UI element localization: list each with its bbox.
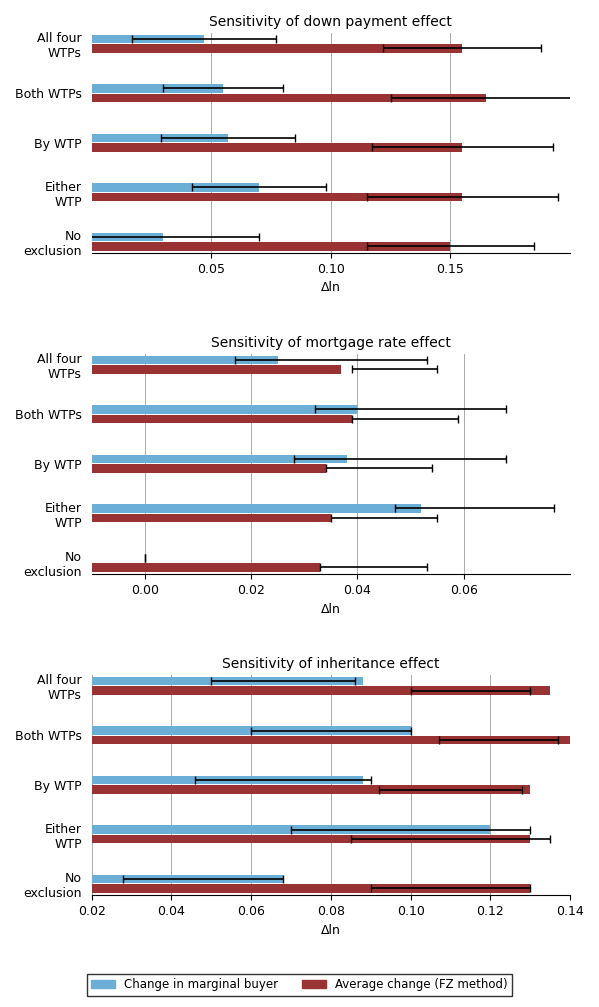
Title: Sensitivity of mortgage rate effect: Sensitivity of mortgage rate effect <box>211 336 451 350</box>
Bar <box>92 464 325 472</box>
Bar <box>92 44 462 52</box>
Bar <box>92 85 223 93</box>
Bar <box>92 835 530 843</box>
Bar <box>92 677 363 686</box>
Bar <box>92 355 278 365</box>
X-axis label: Δln: Δln <box>321 281 341 294</box>
Bar <box>92 366 341 374</box>
Bar <box>92 233 164 241</box>
Bar <box>92 563 320 572</box>
Bar <box>92 134 228 142</box>
Bar <box>92 514 331 523</box>
Bar <box>92 726 411 735</box>
Bar <box>92 826 491 834</box>
Bar <box>92 34 204 43</box>
Bar <box>92 884 530 893</box>
Bar <box>92 736 578 744</box>
Bar <box>92 143 462 152</box>
Bar <box>92 94 486 102</box>
Bar <box>92 875 283 883</box>
Bar <box>92 405 358 414</box>
X-axis label: Δln: Δln <box>321 602 341 615</box>
Bar <box>92 785 530 794</box>
Bar <box>92 183 259 191</box>
X-axis label: Δln: Δln <box>321 923 341 937</box>
Bar <box>92 415 352 423</box>
Bar <box>92 686 550 695</box>
Title: Sensitivity of down payment effect: Sensitivity of down payment effect <box>210 15 452 29</box>
Title: Sensitivity of inheritance effect: Sensitivity of inheritance effect <box>222 658 440 672</box>
Bar <box>92 192 462 201</box>
Legend: Change in marginal buyer, Average change (FZ method): Change in marginal buyer, Average change… <box>86 974 513 996</box>
Bar <box>92 242 450 251</box>
Bar <box>92 775 363 784</box>
Bar <box>92 505 421 513</box>
Bar <box>92 455 347 463</box>
